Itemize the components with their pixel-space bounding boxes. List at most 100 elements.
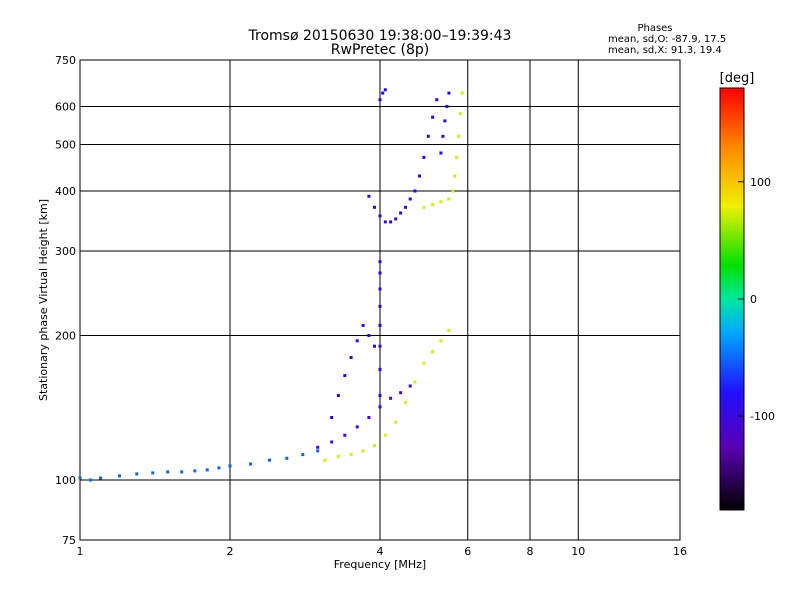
data-point — [367, 194, 371, 198]
data-point — [378, 405, 382, 409]
data-point — [389, 220, 393, 224]
data-point — [285, 456, 289, 460]
data-point — [78, 476, 82, 480]
data-point — [378, 260, 382, 264]
data-point — [455, 155, 459, 159]
plot-frame — [79, 59, 681, 541]
x-tick-label: 16 — [673, 545, 687, 558]
y-tick-label: 200 — [55, 330, 76, 343]
data-point — [431, 350, 435, 354]
y-tick-label: 600 — [55, 101, 76, 114]
y-tick-label: 75 — [62, 534, 76, 547]
data-point — [447, 328, 451, 332]
data-point — [426, 134, 430, 138]
data-point — [447, 197, 451, 201]
data-point — [439, 339, 443, 343]
data-point — [439, 200, 443, 204]
data-point — [422, 155, 426, 159]
data-point — [373, 205, 376, 209]
data-point — [367, 416, 371, 419]
data-point — [373, 444, 376, 447]
data-point — [89, 478, 93, 482]
data-point — [394, 420, 398, 424]
data-point — [373, 344, 376, 348]
data-point — [453, 174, 457, 178]
data-point — [439, 151, 443, 155]
data-point — [330, 440, 334, 444]
stats-line-x: mean, sd,X: 91.3, 19.4 — [608, 45, 722, 56]
data-point — [378, 323, 382, 327]
data-point — [228, 464, 232, 468]
data-point — [118, 474, 121, 478]
data-point — [381, 91, 385, 95]
data-point — [151, 471, 155, 475]
data-point — [451, 189, 455, 193]
chart-subtitle: RwPretec (8p) — [331, 42, 429, 58]
data-point — [361, 323, 365, 327]
x-tick-label: 10 — [571, 545, 585, 558]
data-point — [336, 454, 340, 458]
data-point — [378, 287, 382, 291]
data-point — [383, 220, 387, 224]
stats-heading: Phases — [637, 23, 672, 34]
data-point — [99, 476, 103, 480]
data-point — [349, 356, 353, 359]
data-point — [408, 197, 412, 201]
y-tick-label: 300 — [55, 245, 76, 258]
chart-title: Tromsø 20150630 19:38:00–19:39:43 — [248, 28, 512, 44]
data-point — [394, 217, 398, 221]
data-point — [422, 361, 426, 365]
data-point — [378, 98, 382, 102]
data-point — [355, 339, 359, 343]
x-tick-label: 1 — [77, 545, 84, 558]
data-point — [378, 344, 382, 348]
data-point — [447, 91, 451, 95]
x-axis-label: Frequency [MHz] — [334, 558, 426, 571]
data-point — [349, 453, 353, 457]
data-point — [404, 401, 407, 405]
colorbar-tick-label: 100 — [750, 176, 771, 189]
data-point — [330, 416, 334, 419]
x-tick-label: 8 — [527, 545, 534, 558]
data-point — [383, 88, 387, 92]
data-point — [413, 189, 417, 193]
data-point — [457, 134, 460, 138]
data-point — [399, 211, 403, 215]
data-point — [249, 462, 253, 466]
data-point — [316, 449, 320, 453]
data-point — [336, 394, 340, 397]
data-point — [445, 105, 449, 108]
stats-line-o: mean, sd,O: -87.9, 17.5 — [608, 34, 726, 45]
data-point — [460, 91, 464, 95]
data-point — [443, 119, 447, 123]
x-tick-label: 2 — [227, 545, 234, 558]
data-point — [378, 271, 382, 275]
data-point — [301, 453, 305, 457]
x-tick-label: 4 — [377, 545, 384, 558]
data-point — [431, 203, 435, 206]
data-point — [408, 384, 412, 388]
data-point — [383, 433, 387, 437]
y-tick-label: 100 — [55, 474, 76, 487]
data-point — [458, 112, 462, 116]
colorbar-tick-label: 0 — [750, 293, 757, 306]
data-point — [378, 214, 382, 218]
data-point — [180, 470, 184, 474]
data-point — [378, 367, 382, 371]
data-point — [316, 445, 320, 449]
data-point — [361, 449, 365, 453]
y-tick-label: 500 — [55, 139, 76, 152]
data-point — [193, 469, 197, 473]
x-tick-label: 6 — [464, 545, 471, 558]
data-point — [343, 374, 347, 378]
data-point — [166, 470, 170, 474]
data-point — [435, 98, 439, 102]
data-point — [217, 466, 221, 470]
plot-area: 1 2 4 6 8 10 16 75 100 200 300 400 500 600 750 — [55, 54, 687, 558]
data-point — [343, 433, 347, 437]
data-point — [378, 304, 382, 308]
y-tick-label: 750 — [55, 54, 76, 67]
colorbar-tick-label: -100 — [750, 410, 775, 423]
data-point — [323, 458, 327, 462]
